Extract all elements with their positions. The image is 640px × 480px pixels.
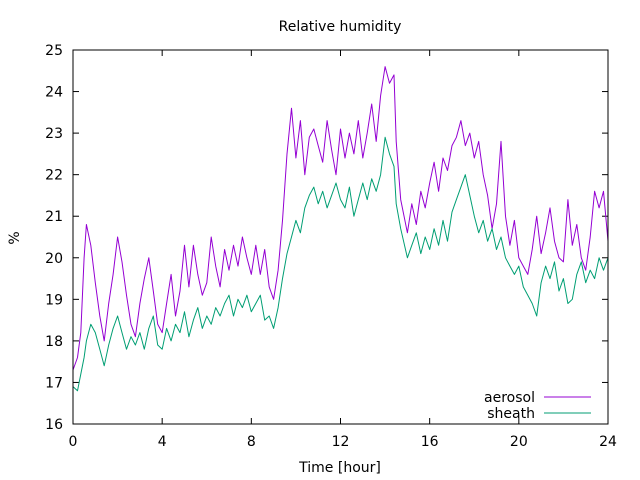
- series-line-aerosol: [72, 66, 609, 371]
- y-tick-label: 18: [45, 334, 63, 350]
- x-tick-label: 16: [421, 434, 439, 450]
- x-tick-label: 12: [332, 434, 350, 450]
- y-tick-label: 17: [45, 375, 63, 391]
- x-tick-label: 24: [599, 434, 617, 450]
- y-axis-label: %: [7, 231, 23, 244]
- y-tick-label: 16: [45, 417, 63, 433]
- y-tick-label: 19: [45, 292, 63, 308]
- x-tick-label: 8: [247, 434, 256, 450]
- y-tick-label: 22: [45, 168, 63, 184]
- legend-label-sheath: sheath: [487, 406, 535, 422]
- y-tick-label: 23: [45, 126, 63, 142]
- x-tick-label: 4: [158, 434, 167, 450]
- series-line-sheath: [72, 136, 609, 392]
- x-axis-label: Time [hour]: [298, 460, 381, 476]
- y-tick-label: 25: [45, 43, 63, 59]
- chart-title: Relative humidity: [279, 19, 402, 35]
- series-layer: [72, 66, 609, 392]
- x-tick-label: 20: [510, 434, 528, 450]
- y-tick-label: 21: [45, 209, 63, 225]
- legend-label-aerosol: aerosol: [484, 390, 535, 406]
- x-tick-label: 0: [69, 434, 78, 450]
- y-tick-label: 20: [45, 251, 63, 267]
- plot-frame: [72, 49, 609, 425]
- axis-ticks: 16 17 18 19 20 21 22 23 24 25 0 4 8 12 16 20 24: [45, 43, 617, 450]
- y-tick-label: 24: [45, 85, 63, 101]
